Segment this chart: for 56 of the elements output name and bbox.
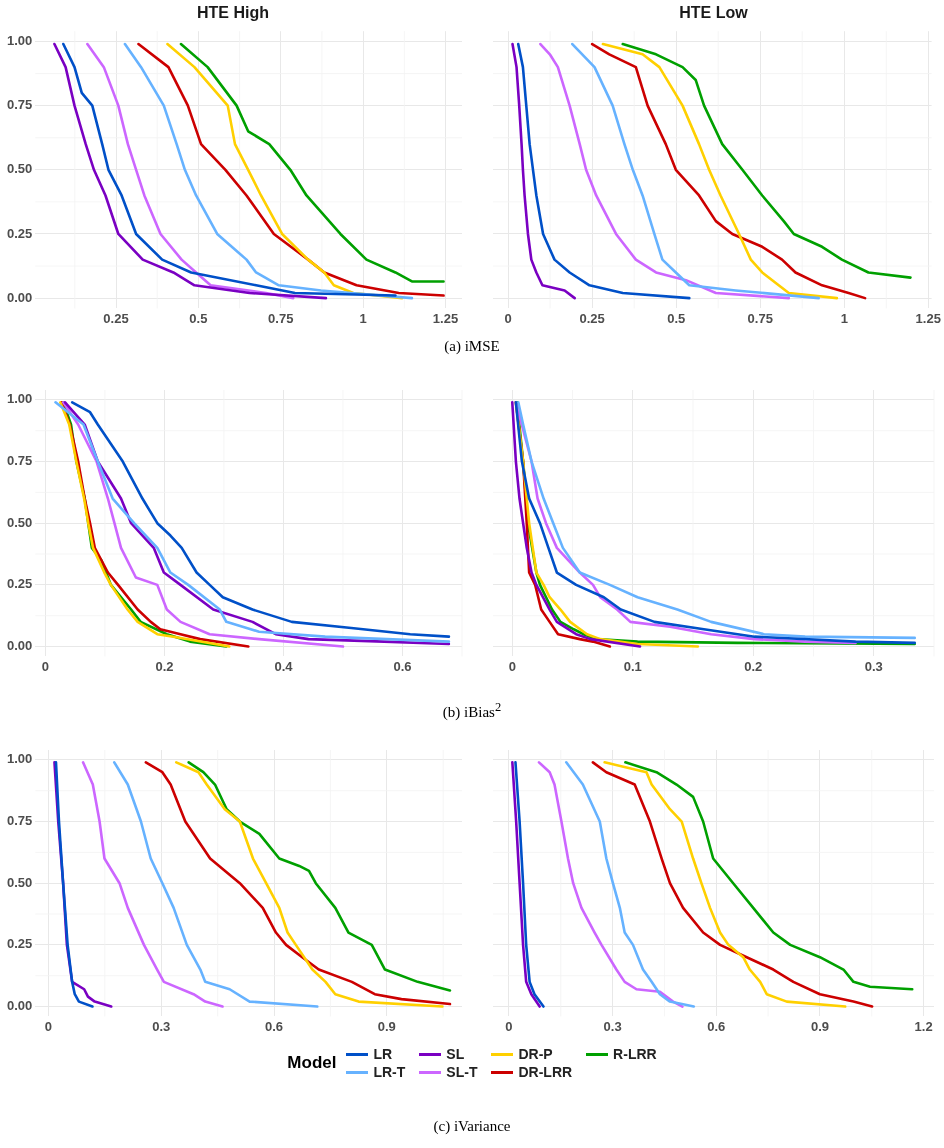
x-tick-label: 0.3 [864,658,883,674]
x-tick-label: 0 [44,1018,53,1034]
x-tick-label: 0 [41,658,50,674]
legend-title: Model [287,1053,337,1073]
chart-title: HTE High [197,4,269,22]
x-tick-label: 0.6 [264,1018,284,1034]
x-tick-label: 0 [508,658,516,674]
y-tick-label: 0.00 [6,289,33,305]
y-tick-label: 1.00 [6,33,33,49]
y-tick-label: 0.50 [6,874,33,890]
y-tick-label: 1.00 [6,391,33,407]
y-tick-label: 0.75 [6,813,33,829]
x-tick-label: 0.2 [744,658,763,674]
x-tick-label: 1 [840,310,848,326]
y-tick-label: 0.75 [6,453,33,469]
x-tick-label: 1.2 [914,1018,933,1034]
x-tick-label: 0.3 [603,1018,622,1034]
legend-label: R-LRR [613,1046,657,1062]
y-tick-label: 0.25 [6,225,33,241]
legend-label: DR-P [518,1046,553,1062]
x-tick-label: 0.6 [707,1018,726,1034]
x-tick-label: 0 [505,1018,513,1034]
x-tick-label: 0.9 [377,1018,396,1034]
x-tick-label: 0.25 [103,310,129,326]
legend-label: SL-T [446,1064,478,1080]
text: (c) iVariance [432,1118,512,1135]
x-tick-label: 0 [504,310,512,326]
y-tick-label: 1.00 [6,751,33,767]
legend-label: LR-T [373,1064,406,1080]
x-tick-label: 0.75 [268,310,294,326]
x-tick-label: 0.4 [274,658,294,674]
x-tick-label: 0.3 [152,1018,171,1034]
x-tick-label: 1 [359,310,367,326]
chart-title: HTE Low [679,4,749,22]
y-tick-label: 0.50 [6,514,33,530]
x-tick-label: 0.9 [810,1018,829,1034]
text: (a) iMSE [443,338,501,355]
y-tick-label: 0.50 [6,161,33,177]
x-tick-label: 1.25 [915,310,941,326]
x-tick-label: 0.5 [667,310,686,326]
legend-label: DR-LRR [518,1064,573,1080]
y-tick-label: 0.00 [6,998,33,1014]
y-tick-label: 0.25 [6,576,33,592]
x-tick-label: 0.25 [579,310,605,326]
y-tick-label: 0.25 [6,936,33,952]
legend-label: SL [446,1046,465,1062]
text: (b) iBias$^{2}$ [441,700,503,721]
y-tick-label: 0.00 [6,638,33,654]
x-tick-label: 0.2 [155,658,174,674]
x-tick-label: 0.6 [393,658,412,674]
x-tick-label: 1.25 [432,310,459,326]
y-tick-label: 0.75 [6,97,33,113]
x-tick-label: 0.75 [747,310,773,326]
legend-label: LR [373,1046,393,1062]
x-tick-label: 0.5 [189,310,208,326]
x-tick-label: 0.1 [623,658,642,674]
